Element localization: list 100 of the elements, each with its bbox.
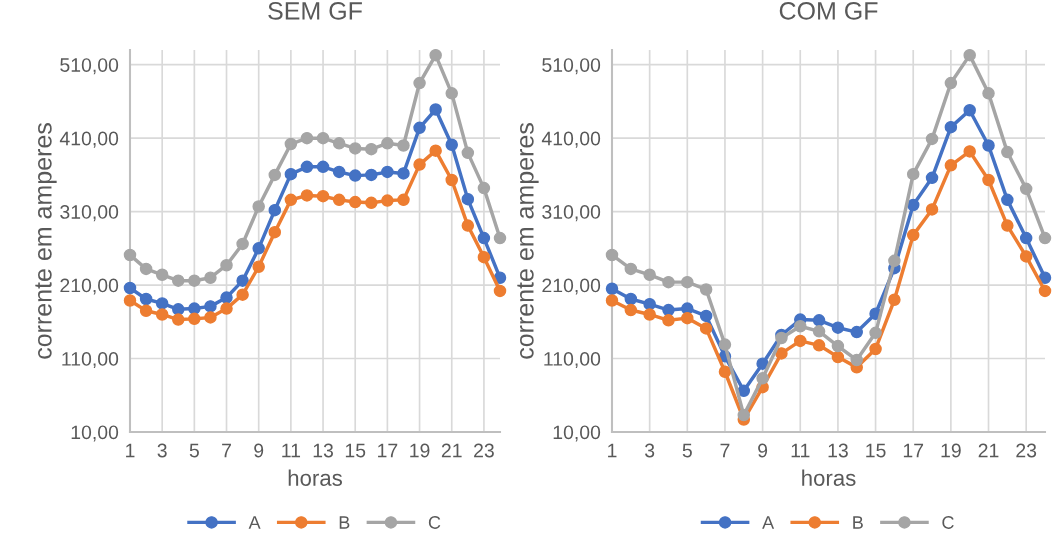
point bbox=[1038, 271, 1052, 284]
point bbox=[365, 196, 378, 210]
point bbox=[268, 203, 282, 217]
x-axis-title: horas bbox=[802, 469, 856, 486]
point bbox=[123, 248, 137, 262]
x-tick-label: 17 bbox=[903, 443, 924, 458]
point bbox=[300, 160, 314, 174]
point bbox=[831, 339, 845, 353]
point bbox=[284, 137, 298, 151]
point bbox=[1001, 145, 1014, 159]
legend-label: C bbox=[942, 516, 954, 529]
point bbox=[332, 165, 346, 179]
point bbox=[348, 169, 362, 182]
legend-label: B bbox=[339, 516, 350, 529]
y-tick-label: 510,00 bbox=[60, 58, 119, 75]
point bbox=[139, 304, 153, 318]
point bbox=[220, 291, 233, 304]
point bbox=[300, 131, 314, 145]
point bbox=[982, 87, 995, 100]
point bbox=[812, 339, 826, 352]
x-tick-label: 1 bbox=[126, 443, 135, 458]
point bbox=[139, 262, 153, 276]
point bbox=[348, 142, 362, 155]
y-tick-label: 110,00 bbox=[62, 352, 119, 369]
point bbox=[718, 338, 732, 351]
point bbox=[204, 311, 217, 324]
point bbox=[944, 76, 958, 90]
point bbox=[925, 171, 939, 185]
point bbox=[300, 189, 314, 202]
point bbox=[429, 144, 442, 157]
x-tick-label: 11 bbox=[791, 443, 810, 458]
point bbox=[252, 242, 265, 255]
point bbox=[699, 309, 713, 323]
point bbox=[493, 231, 507, 245]
x-tick-label: 19 bbox=[941, 443, 961, 458]
y-axis-title: corrente em amperes bbox=[517, 123, 539, 359]
point bbox=[236, 274, 249, 287]
legend-label: A bbox=[248, 516, 261, 529]
point bbox=[869, 326, 882, 340]
x-tick-label: 15 bbox=[345, 443, 366, 458]
y-tick-label: 110,00 bbox=[544, 352, 601, 369]
point bbox=[413, 76, 426, 90]
x-tick-label: 23 bbox=[474, 443, 494, 458]
point bbox=[284, 167, 298, 181]
point bbox=[445, 87, 458, 100]
point bbox=[493, 284, 507, 298]
legend-label: C bbox=[428, 516, 441, 529]
x-tick-label: 23 bbox=[1016, 443, 1037, 458]
x-tick-label: 11 bbox=[282, 443, 301, 458]
point bbox=[831, 321, 845, 334]
point bbox=[1019, 231, 1033, 245]
point bbox=[155, 297, 169, 310]
point bbox=[699, 322, 713, 335]
point bbox=[316, 189, 330, 203]
legend-label: B bbox=[853, 516, 863, 529]
point bbox=[381, 137, 394, 150]
point bbox=[812, 314, 826, 327]
x-tick-label: 7 bbox=[720, 443, 730, 458]
point bbox=[906, 198, 920, 212]
point bbox=[1038, 284, 1052, 298]
point bbox=[477, 231, 491, 245]
x-tick-label: 3 bbox=[157, 443, 167, 458]
point bbox=[681, 311, 694, 325]
x-axis-title: horas bbox=[288, 469, 342, 486]
x-tick-label: 21 bbox=[441, 443, 462, 458]
y-tick-label: 310,00 bbox=[542, 205, 601, 222]
point bbox=[756, 357, 769, 370]
point bbox=[775, 347, 788, 360]
point bbox=[718, 365, 732, 379]
point bbox=[188, 302, 201, 315]
x-tick-label: 1 bbox=[608, 443, 617, 458]
point bbox=[699, 283, 713, 296]
point bbox=[662, 303, 675, 317]
point bbox=[155, 268, 169, 282]
point bbox=[123, 294, 137, 307]
point bbox=[477, 250, 491, 264]
point bbox=[461, 192, 475, 206]
chart-title: COM GF bbox=[779, 1, 878, 20]
point bbox=[850, 353, 863, 367]
point bbox=[188, 274, 201, 287]
point bbox=[681, 275, 694, 289]
point bbox=[624, 303, 638, 317]
point bbox=[1019, 250, 1033, 263]
point bbox=[982, 173, 995, 187]
x-tick-label: 17 bbox=[378, 443, 398, 458]
point bbox=[188, 312, 201, 326]
point bbox=[756, 372, 769, 385]
point bbox=[429, 103, 442, 116]
point bbox=[605, 282, 619, 296]
point bbox=[397, 193, 410, 207]
point bbox=[332, 137, 346, 150]
point bbox=[1019, 182, 1033, 196]
point bbox=[236, 237, 249, 251]
point bbox=[925, 132, 939, 146]
point bbox=[172, 303, 185, 316]
point bbox=[1001, 219, 1014, 232]
point bbox=[204, 300, 217, 313]
point bbox=[662, 314, 675, 327]
point bbox=[365, 168, 378, 182]
y-tick-label: 510,00 bbox=[542, 58, 601, 75]
